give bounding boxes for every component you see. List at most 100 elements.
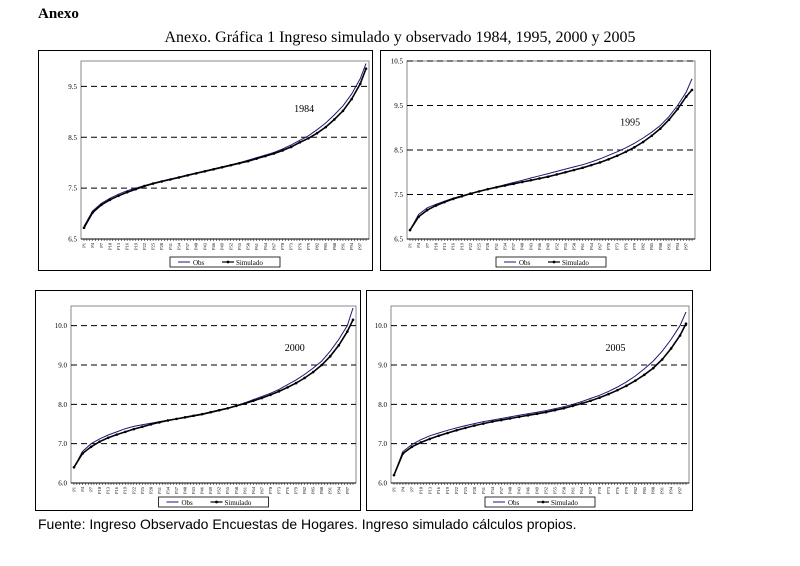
data-point bbox=[464, 426, 467, 430]
x-tick-label: P64 bbox=[589, 242, 594, 250]
x-tick-label: P49 bbox=[546, 242, 551, 250]
x-tick-label: P70 bbox=[606, 242, 611, 250]
heading: Anexo bbox=[38, 6, 79, 22]
data-point bbox=[72, 465, 76, 469]
x-tick-label: P67 bbox=[271, 242, 276, 250]
data-point bbox=[495, 186, 498, 189]
x-tick-label: P46 bbox=[211, 242, 216, 250]
x-tick-label: P25 bbox=[151, 242, 156, 250]
x-tick-label: P97 bbox=[358, 242, 363, 250]
data-point bbox=[166, 419, 170, 422]
data-point bbox=[346, 330, 349, 333]
data-point bbox=[99, 203, 103, 207]
x-tick-label: P67 bbox=[259, 486, 264, 494]
x-tick-label: P31 bbox=[481, 487, 486, 494]
series-year-label: 1984 bbox=[294, 104, 314, 115]
x-tick-label: P52 bbox=[543, 487, 548, 494]
x-tick-label: P67 bbox=[588, 486, 593, 494]
x-tick-label: P64 bbox=[263, 242, 268, 250]
x-tick-label: P79 bbox=[632, 242, 637, 250]
series-line-simulado bbox=[73, 319, 354, 468]
legend-obs-label: Obs bbox=[519, 259, 531, 267]
data-point bbox=[538, 177, 541, 180]
x-tick-label: P64 bbox=[579, 486, 584, 494]
data-point bbox=[451, 197, 455, 201]
data-point bbox=[252, 399, 255, 403]
x-tick-label: P22 bbox=[454, 487, 459, 494]
y-tick-label: 8.5 bbox=[394, 147, 403, 155]
x-tick-label: P19 bbox=[445, 486, 450, 494]
data-point bbox=[333, 118, 336, 121]
x-tick-label: P55 bbox=[563, 242, 568, 250]
data-point bbox=[443, 200, 446, 204]
data-point bbox=[641, 140, 645, 144]
x-tick-label: P22 bbox=[142, 243, 147, 250]
legend-sim-marker bbox=[226, 260, 230, 264]
x-tick-label: P7 bbox=[409, 486, 414, 492]
x-tick-label: P61 bbox=[242, 487, 247, 494]
data-point bbox=[580, 402, 584, 405]
data-point bbox=[160, 180, 163, 183]
x-tick-label: P10 bbox=[433, 242, 438, 250]
data-point bbox=[143, 184, 146, 188]
data-point bbox=[269, 393, 272, 397]
x-tick-label: P43 bbox=[202, 242, 207, 250]
x-tick-label: P76 bbox=[297, 242, 302, 250]
chart-panel-1984: 6.5 7.5 8.5 9.5 P1 P4 P7 P10 P13 P16 P19 P22 P25 P28 P… bbox=[38, 50, 373, 271]
x-tick-label: P34 bbox=[165, 486, 170, 494]
y-tick-label: 9.5 bbox=[68, 83, 77, 91]
data-point bbox=[633, 146, 636, 149]
plot-area bbox=[70, 305, 357, 484]
chart-svg: 6.5 7.5 8.5 9.5 P1 P4 P7 P10 P13 P16 P19 P22 P25 P28 P… bbox=[68, 60, 370, 268]
data-point bbox=[477, 190, 481, 193]
series-line-obs bbox=[393, 311, 687, 476]
data-point bbox=[358, 82, 362, 86]
x-tick-label: P64 bbox=[251, 486, 256, 494]
data-point bbox=[272, 152, 276, 155]
data-point bbox=[460, 194, 464, 198]
y-tick-label: 8.0 bbox=[58, 401, 67, 409]
data-point bbox=[175, 417, 178, 421]
data-point bbox=[123, 430, 127, 434]
x-tick-label: P58 bbox=[234, 486, 239, 494]
x-tick-label: P25 bbox=[477, 242, 482, 250]
data-point bbox=[676, 107, 679, 111]
x-tick-label: P19 bbox=[133, 242, 138, 250]
source-note: Fuente: Ingreso Observado Encuestas de H… bbox=[38, 516, 577, 532]
x-tick-label: P13 bbox=[116, 242, 121, 250]
data-point bbox=[194, 172, 198, 175]
data-point bbox=[324, 125, 328, 129]
x-tick-label: P97 bbox=[684, 242, 689, 250]
legend-sim-label: Simulado bbox=[236, 259, 263, 267]
data-point bbox=[616, 388, 619, 392]
x-tick-label: P28 bbox=[148, 486, 153, 494]
data-point bbox=[183, 416, 187, 419]
x-tick-label: P43 bbox=[517, 486, 522, 494]
y-tick-label: 6.5 bbox=[394, 236, 403, 244]
legend-sim-label: Simulado bbox=[551, 499, 578, 507]
data-point bbox=[212, 168, 215, 171]
data-point bbox=[260, 396, 264, 400]
x-tick-label: P76 bbox=[285, 486, 290, 494]
data-point bbox=[401, 452, 405, 455]
x-tick-label: P43 bbox=[528, 242, 533, 250]
data-point bbox=[562, 406, 566, 410]
x-tick-label: P55 bbox=[552, 486, 557, 494]
x-tick-label: P16 bbox=[114, 486, 119, 494]
x-tick-label: P58 bbox=[572, 242, 577, 250]
x-tick-label: P76 bbox=[623, 242, 628, 250]
x-tick-label: P88 bbox=[332, 242, 337, 250]
x-tick-label: P67 bbox=[597, 242, 602, 250]
data-point bbox=[217, 408, 221, 412]
data-point bbox=[108, 198, 112, 202]
x-tick-label: P61 bbox=[570, 487, 575, 494]
x-tick-label: P1 bbox=[82, 243, 87, 248]
data-point bbox=[469, 192, 472, 195]
data-point bbox=[546, 175, 550, 178]
x-tick-label: P61 bbox=[580, 243, 585, 250]
x-tick-label: P16 bbox=[436, 486, 441, 494]
y-tick-label: 10.0 bbox=[55, 322, 68, 330]
x-tick-label: P31 bbox=[494, 243, 499, 250]
data-point bbox=[607, 392, 610, 396]
x-tick-label: P82 bbox=[641, 243, 646, 250]
